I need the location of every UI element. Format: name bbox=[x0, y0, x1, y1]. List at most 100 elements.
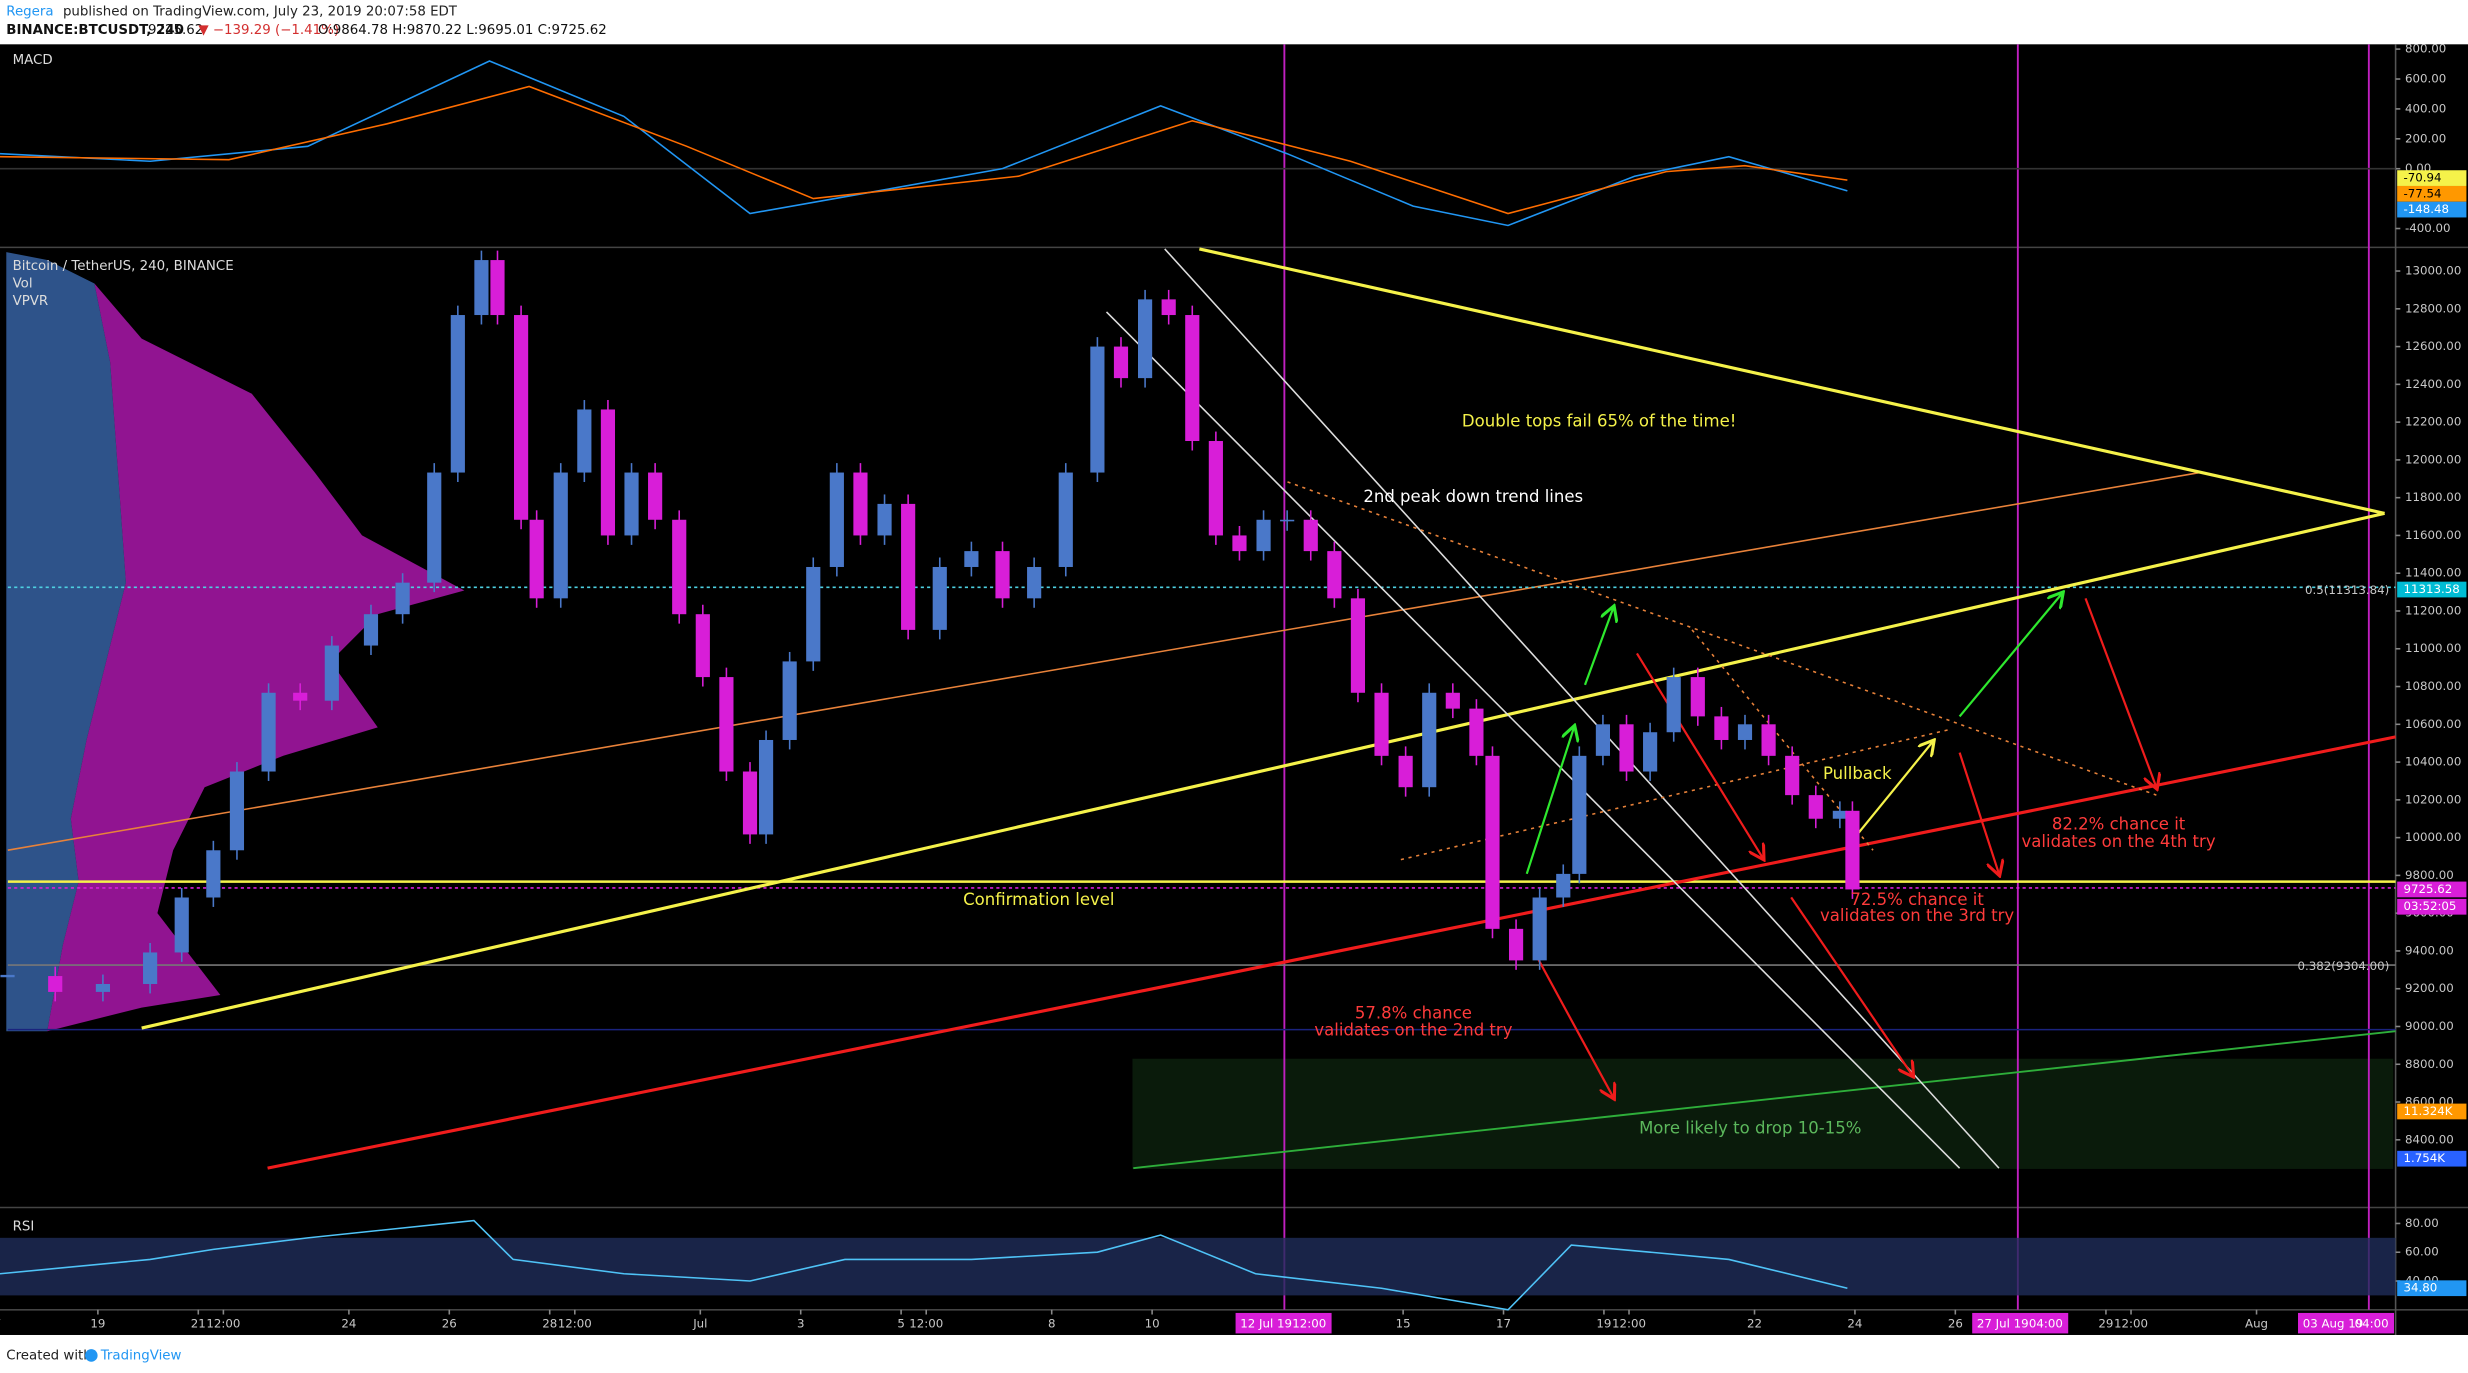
x-tick-label: 24 bbox=[341, 1316, 356, 1330]
candle bbox=[1303, 519, 1318, 552]
candle bbox=[672, 519, 687, 615]
y-tick-label: 9200.00 bbox=[2405, 981, 2454, 995]
candle bbox=[577, 409, 592, 473]
arrow bbox=[1856, 742, 1933, 836]
candle bbox=[1808, 795, 1823, 819]
annotation: 2nd peak down trend lines bbox=[1363, 487, 1583, 506]
candle bbox=[95, 983, 110, 992]
arrow bbox=[1958, 594, 2062, 718]
y-tick-label: 13000.00 bbox=[2405, 264, 2461, 278]
volume-label: 1.754K bbox=[2403, 1151, 2445, 1165]
channel-line bbox=[7, 471, 2201, 851]
arrow bbox=[1533, 951, 1614, 1098]
candle bbox=[877, 503, 892, 536]
candle bbox=[964, 551, 979, 567]
volume-label-bg bbox=[2397, 1150, 2467, 1167]
candle bbox=[1761, 724, 1776, 756]
candle bbox=[490, 260, 505, 316]
candle bbox=[1737, 724, 1753, 740]
candle bbox=[1350, 598, 1366, 693]
arrow bbox=[1525, 727, 1574, 875]
y-tick-label: 10600.00 bbox=[2405, 717, 2461, 731]
date-highlight: 27 Jul 19 bbox=[1977, 1316, 2029, 1330]
rsi-last: 34.80 bbox=[2403, 1281, 2437, 1295]
candle bbox=[600, 409, 616, 536]
chart-bg bbox=[0, 44, 2468, 1335]
macd-value-bg bbox=[2397, 185, 2467, 202]
candle bbox=[206, 850, 221, 898]
x-tick-label: 5 bbox=[897, 1316, 905, 1330]
rsi-tick-label: 80.00 bbox=[2405, 1216, 2439, 1230]
published: published on TradingView.com, July 23, 2… bbox=[63, 4, 458, 19]
vpvr-profile bbox=[47, 259, 465, 1032]
candle bbox=[529, 519, 544, 599]
y-tick-label: 12400.00 bbox=[2405, 377, 2461, 391]
date-highlight: 04:00 bbox=[2355, 1316, 2389, 1330]
candle bbox=[1532, 897, 1547, 961]
candle bbox=[853, 472, 868, 536]
macd-value-label: -70.94 bbox=[2403, 171, 2441, 185]
candle bbox=[742, 771, 758, 835]
candle bbox=[782, 661, 797, 740]
y-tick-label: 9000.00 bbox=[2405, 1019, 2454, 1033]
x-tick-label: 24 bbox=[1847, 1316, 1862, 1330]
macd-value-bg bbox=[2397, 201, 2467, 218]
date-highlight: 04:00 bbox=[2029, 1316, 2063, 1330]
x-tick-label: 26 bbox=[1948, 1316, 1963, 1330]
candle bbox=[1508, 928, 1524, 961]
x-tick-label: 12:00 bbox=[909, 1316, 943, 1330]
annotation: Confirmation level bbox=[963, 890, 1114, 909]
candle bbox=[1161, 299, 1176, 316]
candle bbox=[1090, 346, 1105, 473]
macd-tick-label: 200.00 bbox=[2405, 131, 2446, 145]
rsi-tick-label: 60.00 bbox=[2405, 1245, 2439, 1259]
date-highlight-bg bbox=[2298, 1312, 2395, 1334]
date-highlight: 03 Aug 19 bbox=[2303, 1316, 2364, 1330]
target-zone bbox=[1132, 1058, 2394, 1169]
candle bbox=[1556, 873, 1571, 898]
countdown: 03:52:05 bbox=[2403, 899, 2456, 913]
date-highlight: 12 Jul 19 bbox=[1240, 1316, 1292, 1330]
annotation: Double tops fail 65% of the time! bbox=[1462, 412, 1736, 431]
down-trend-line bbox=[1105, 311, 1961, 1169]
macd-title: MACD bbox=[13, 53, 53, 68]
candle bbox=[1327, 551, 1342, 599]
neckline bbox=[267, 735, 2396, 1170]
candle bbox=[1280, 519, 1295, 522]
symbol: BINANCE:BTCUSDT, 240 bbox=[6, 23, 184, 38]
candle bbox=[1445, 692, 1460, 709]
x-tick-label: 26 bbox=[442, 1316, 457, 1330]
candle bbox=[829, 472, 844, 567]
candle bbox=[1113, 346, 1129, 379]
y-tick-label: 11000.00 bbox=[2405, 641, 2461, 655]
triangle-line bbox=[141, 511, 2385, 1030]
candle bbox=[474, 260, 489, 316]
candle bbox=[1595, 724, 1611, 756]
trend-line bbox=[1133, 1030, 2396, 1170]
candle bbox=[1832, 810, 1847, 819]
candle bbox=[1469, 708, 1484, 756]
candle bbox=[1256, 519, 1271, 552]
candle bbox=[1572, 755, 1587, 874]
candle bbox=[450, 315, 465, 473]
candle bbox=[695, 614, 710, 678]
candle bbox=[901, 503, 916, 630]
candle bbox=[1185, 315, 1200, 442]
annotation: validates on the 2nd try bbox=[1314, 1021, 1512, 1040]
candle bbox=[1232, 535, 1247, 552]
price-label-bg bbox=[2397, 581, 2467, 598]
price-label: 11313.58 bbox=[2403, 582, 2459, 596]
y-tick-label: 12800.00 bbox=[2405, 301, 2461, 315]
x-tick-label: 15 bbox=[1396, 1316, 1411, 1330]
annotation: validates on the 4th try bbox=[2022, 832, 2216, 851]
y-tick-label: 11200.00 bbox=[2405, 603, 2461, 617]
candle bbox=[1785, 755, 1800, 796]
indicator-name: Vol bbox=[13, 277, 33, 292]
annotation: Pullback bbox=[1823, 764, 1892, 783]
candle bbox=[1374, 692, 1389, 756]
candle bbox=[719, 677, 734, 772]
countdown-bg bbox=[2397, 898, 2467, 915]
y-tick-label: 11400.00 bbox=[2405, 566, 2461, 580]
ohlc: O:9864.78 H:9870.22 L:9695.01 C:9725.62 bbox=[318, 23, 607, 38]
